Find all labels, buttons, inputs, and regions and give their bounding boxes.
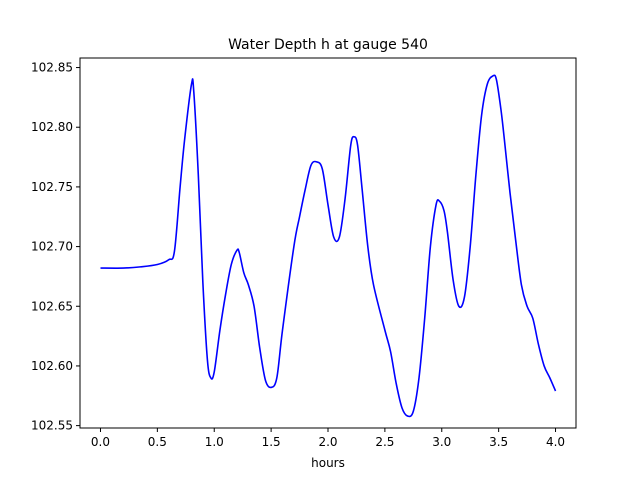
y-tick-label: 102.80	[31, 120, 73, 134]
x-axis: 0.0 0.5 1.0 1.5 2.0 2.5 3.0 3.5 4.0	[91, 428, 565, 449]
x-tick-label: 0.0	[91, 435, 110, 449]
x-tick-label: 0.5	[148, 435, 167, 449]
x-axis-label: hours	[311, 456, 345, 470]
series-line	[100, 74, 557, 418]
y-tick-label: 102.65	[31, 299, 73, 313]
x-tick-label: 2.5	[375, 435, 394, 449]
x-tick-label: 4.0	[546, 435, 565, 449]
chart-title: Water Depth h at gauge 540	[228, 37, 428, 53]
x-tick-label: 2.0	[318, 435, 337, 449]
x-tick-label: 3.0	[432, 435, 451, 449]
y-tick-label: 102.60	[31, 359, 73, 373]
x-tick-label: 3.5	[489, 435, 508, 449]
plot-area-background	[80, 58, 576, 428]
y-tick-label: 102.85	[31, 61, 73, 75]
y-axis: 102.55 102.60 102.65 102.70 102.75 102.80 102.…	[31, 61, 80, 433]
y-tick-label: 102.55	[31, 419, 73, 433]
y-tick-label: 102.70	[31, 240, 73, 254]
x-tick-label: 1.5	[262, 435, 281, 449]
series-layer	[100, 74, 557, 418]
y-tick-label: 102.75	[31, 180, 73, 194]
x-tick-label: 1.0	[205, 435, 224, 449]
